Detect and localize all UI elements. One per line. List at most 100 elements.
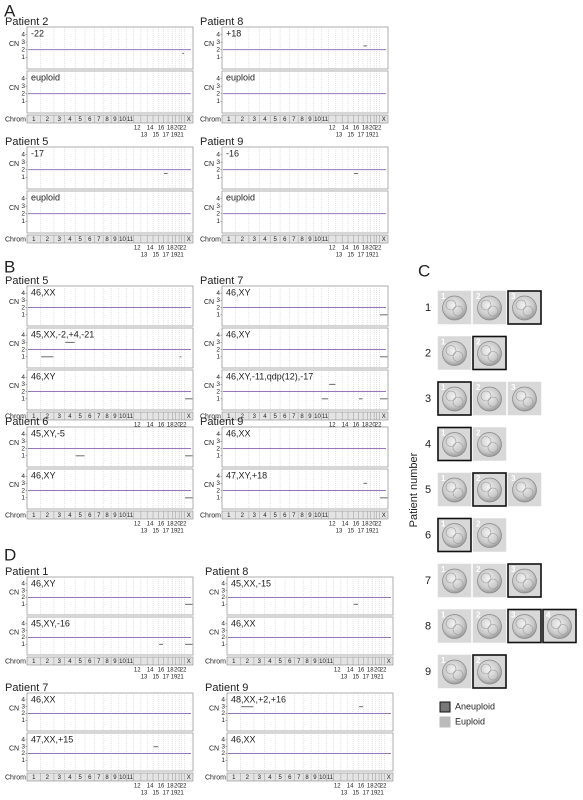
karyotype-label: 45,XY,-16: [31, 618, 70, 628]
chrom-number: 14: [342, 423, 349, 429]
chrom-number: 22: [380, 784, 387, 790]
cn-tick-label: 3: [21, 438, 25, 445]
track-box: [226, 576, 394, 616]
cn-tick-label: 4: [221, 621, 225, 628]
chrom-number: 4: [263, 117, 267, 123]
chrom-number: 9: [308, 414, 312, 420]
patient-number: 6: [425, 529, 431, 541]
chrom-number: 22: [375, 522, 382, 528]
chrom-number: 2: [46, 237, 50, 243]
chrom-number: 22: [180, 126, 187, 132]
chrom-number: 7: [292, 513, 296, 519]
cn-tick-label: 2: [216, 388, 220, 395]
chrom-number: 8: [105, 659, 109, 665]
chrom-number: 13: [341, 675, 348, 681]
blastomere: [515, 481, 527, 493]
chrom-label: Chrom: [5, 774, 26, 781]
chrom-label: Chrom: [5, 116, 26, 123]
track-box: [26, 190, 194, 234]
chrom-number: X: [187, 775, 191, 781]
patient-title: Patient 7: [200, 275, 243, 287]
blastomere: [445, 527, 457, 538]
blastomere: [557, 624, 569, 635]
cn-label: CN: [9, 482, 19, 489]
karyotype-label: 46,XX: [226, 428, 251, 438]
chrom-number: 21: [177, 529, 184, 535]
cn-tick-label: 1: [216, 54, 220, 61]
chrom-number: 11: [127, 775, 134, 781]
chrom-axis-bar: [26, 510, 194, 520]
cn-tick-label: 3: [216, 438, 220, 445]
chrom-number: 12: [134, 126, 141, 132]
chrom-number: 5: [78, 513, 82, 519]
blastomere: [487, 624, 499, 635]
chrom-number: 19: [171, 133, 178, 139]
track-box: [26, 576, 194, 616]
cn-label: CN: [9, 299, 19, 306]
embryo-number: 3: [511, 611, 516, 620]
embryo: [442, 568, 467, 594]
chrom-number: 1: [227, 414, 231, 420]
chrom-number: 9: [113, 237, 117, 243]
chrom-axis-bar: [221, 114, 389, 124]
chrom-number: 18: [167, 246, 174, 252]
blastomere: [522, 396, 534, 408]
chrom-number: 6: [88, 237, 92, 243]
cn-label: CN: [9, 161, 19, 168]
patient-title: Patient 1: [5, 566, 48, 578]
karyotype-label: 48,XX,+2,+16: [231, 694, 286, 704]
patient-title: Patient 2: [5, 16, 48, 28]
track-box: [221, 26, 389, 70]
chrom-axis-bar: [221, 411, 389, 421]
chrom-number: 19: [366, 529, 373, 535]
chrom-number: 10: [314, 237, 321, 243]
chrom-number: 19: [366, 133, 373, 139]
chrom-label: Chrom: [5, 512, 26, 519]
embryo-number: 4: [546, 611, 551, 620]
chrom-number: 9: [313, 775, 317, 781]
embryo: [442, 432, 467, 457]
cn-label: CN: [204, 161, 214, 168]
chrom-number: 5: [278, 775, 282, 781]
cn-tick-label: 1: [21, 396, 25, 403]
chrom-number: 9: [113, 659, 117, 665]
cn-label: CN: [9, 85, 19, 92]
chrom-number: 3: [58, 414, 62, 420]
chrom-number: 4: [263, 237, 267, 243]
cn-tick-label: 2: [21, 710, 25, 717]
chrom-label: Chrom: [200, 413, 221, 420]
cn-label: CN: [209, 630, 219, 637]
blastomere: [522, 624, 534, 635]
chrom-number: 9: [313, 659, 317, 665]
chrom-number: 10: [119, 237, 126, 243]
chrom-number: 18: [167, 126, 174, 132]
cn-tick-label: 4: [21, 195, 25, 202]
embryo-number: 1: [441, 656, 446, 665]
chrom-number: 12: [134, 784, 141, 790]
patient-number: 2: [425, 347, 431, 359]
karyotype-label: 46,XY: [226, 287, 251, 297]
cn-tick-label: 1: [21, 717, 25, 724]
patient-number: 3: [425, 393, 431, 405]
blastomere: [452, 351, 464, 362]
track-box: [221, 70, 389, 114]
chrom-number: X: [382, 414, 386, 420]
chrom-number: 11: [327, 659, 334, 665]
cn-tick-label: 1: [216, 453, 220, 460]
chrom-number: 22: [375, 423, 382, 429]
cn-tick-label: 2: [216, 166, 220, 173]
blastomere: [522, 578, 534, 590]
chrom-number: 9: [113, 414, 117, 420]
patient-title: Patient 8: [200, 16, 243, 28]
chrom-number: 1: [227, 117, 231, 123]
chrom-number: 16: [358, 668, 365, 674]
chrom-number: 16: [158, 246, 165, 252]
chrom-number: 9: [113, 775, 117, 781]
karyotype-label: 46,XX: [231, 734, 256, 744]
chrom-number: 11: [127, 237, 134, 243]
chrom-number: 17: [357, 253, 364, 259]
cn-tick-label: 2: [21, 210, 25, 217]
chrom-number: 17: [162, 675, 169, 681]
embryo: [547, 614, 572, 639]
chrom-number: 15: [352, 675, 359, 681]
